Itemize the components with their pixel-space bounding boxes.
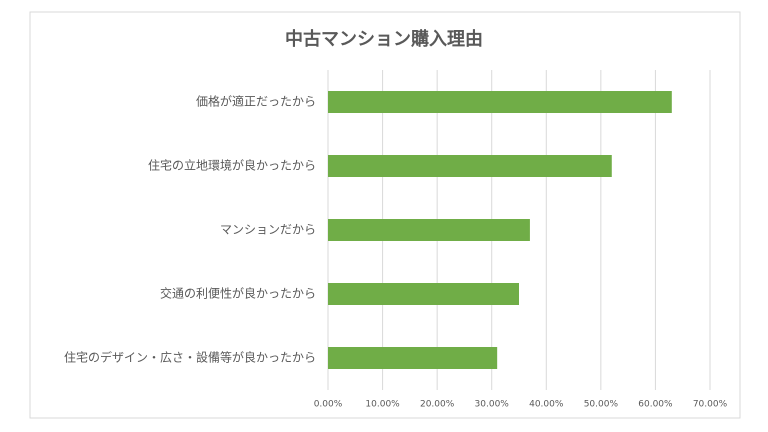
x-tick-label: 50.00% — [584, 400, 619, 410]
x-tick-label: 20.00% — [420, 400, 455, 410]
y-tick-label: 住宅の立地環境が良かったから — [148, 158, 316, 173]
y-tick-label: 住宅のデザイン・広さ・設備等が良かったから — [64, 350, 316, 365]
x-tick-label: 10.00% — [365, 400, 400, 410]
bar — [328, 219, 530, 241]
chart-title: 中古マンション購入理由 — [285, 28, 483, 50]
x-tick-label: 60.00% — [638, 400, 673, 410]
bar — [328, 91, 672, 113]
x-tick-label: 0.00% — [314, 400, 343, 410]
bar — [328, 347, 498, 369]
x-tick-label: 70.00% — [693, 400, 728, 410]
bar — [328, 155, 612, 177]
y-tick-label: 価格が適正だったから — [196, 94, 316, 109]
y-tick-label: 交通の利便性が良かったから — [160, 286, 316, 301]
x-tick-label: 40.00% — [529, 400, 564, 410]
y-tick-label: マンションだから — [220, 223, 316, 237]
x-tick-label: 30.00% — [475, 400, 510, 410]
bar — [328, 283, 519, 305]
